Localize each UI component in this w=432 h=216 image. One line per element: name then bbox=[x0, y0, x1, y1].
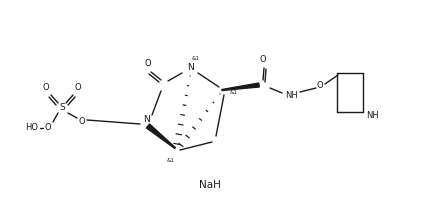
Text: S: S bbox=[59, 103, 65, 113]
Text: HO: HO bbox=[25, 124, 38, 132]
Text: N: N bbox=[143, 116, 150, 124]
Text: &1: &1 bbox=[167, 157, 175, 162]
Text: NaH: NaH bbox=[199, 180, 221, 190]
Text: N: N bbox=[187, 64, 194, 73]
Text: O: O bbox=[145, 59, 151, 68]
Text: &1: &1 bbox=[230, 91, 238, 95]
Text: O: O bbox=[43, 84, 49, 92]
Text: &1: &1 bbox=[192, 56, 200, 60]
Text: NH: NH bbox=[366, 111, 379, 119]
Text: O: O bbox=[79, 118, 85, 127]
Text: O: O bbox=[317, 81, 323, 89]
Polygon shape bbox=[146, 124, 175, 148]
Text: O: O bbox=[260, 56, 266, 65]
Text: NH: NH bbox=[285, 91, 297, 100]
Text: O: O bbox=[44, 124, 51, 132]
Polygon shape bbox=[222, 83, 259, 91]
Text: O: O bbox=[75, 84, 81, 92]
